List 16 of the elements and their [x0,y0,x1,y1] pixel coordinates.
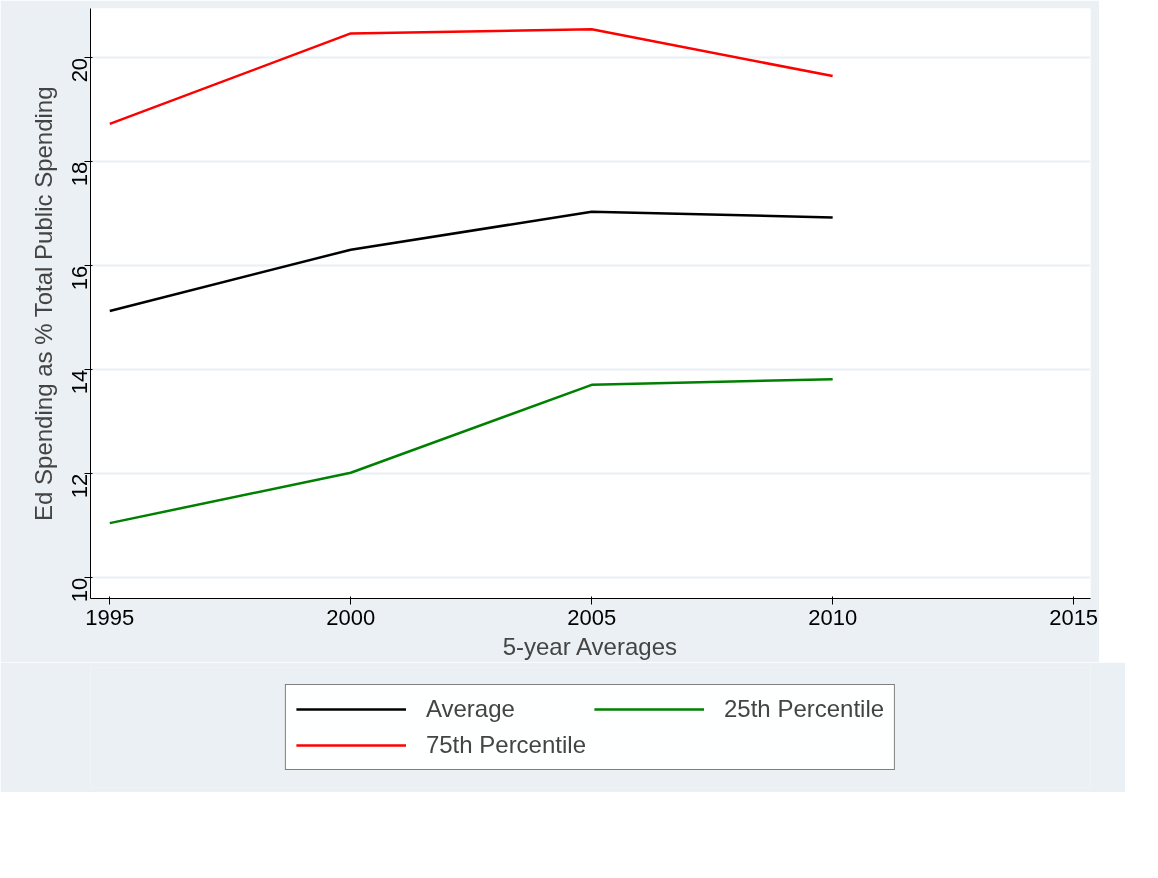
y-tick-label: 16 [67,265,92,291]
x-tick-label: 1995 [85,604,135,630]
x-tick-label: 2000 [326,604,376,630]
y-tick-label: 18 [67,161,92,187]
legend-label: 25th Percentile [724,695,885,723]
x-axis-title: 5-year Averages [502,632,677,660]
x-tick-label: 2005 [567,604,617,630]
y-tick-label: 20 [67,57,92,83]
y-tick-label: 10 [67,577,92,603]
x-tick-label: 2015 [1049,604,1099,630]
legend-label: 75th Percentile [425,731,586,759]
legend-label: Average [425,695,515,723]
x-tick-label: 2010 [808,604,858,630]
y-axis-title: Ed Spending as % Total Public Spending [29,86,57,521]
y-tick-label: 14 [67,369,92,395]
y-tick-label: 12 [67,473,92,499]
